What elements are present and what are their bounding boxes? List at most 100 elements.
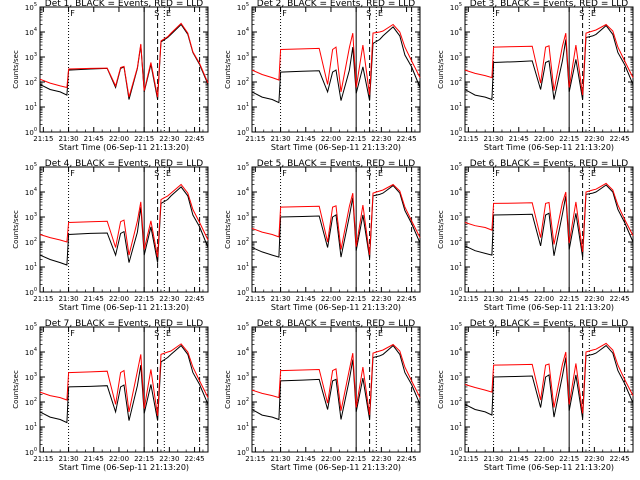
- y-tick-label: 103: [237, 372, 249, 382]
- marker-label: S: [154, 9, 159, 18]
- x-tick-label: 22:45: [184, 455, 204, 463]
- x-tick-label: 22:45: [184, 295, 204, 303]
- panel-title: Det 4, BLACK = Events, RED = LLD: [45, 159, 204, 169]
- x-tick-label: 21:45: [296, 135, 316, 143]
- y-tick-label: 103: [450, 212, 462, 222]
- panel-det-5: Det 5, BLACK = Events, RED = LLD 100 101 10…: [224, 159, 421, 312]
- y-tick-label: 100: [237, 447, 249, 457]
- x-tick-label: 21:45: [296, 295, 316, 303]
- y-tick-label: 103: [25, 212, 37, 222]
- y-tick-label: 104: [237, 27, 249, 37]
- x-tick-label: 22:00: [321, 295, 341, 303]
- y-tick-label: 105: [450, 2, 462, 12]
- series-line-lld: [464, 342, 634, 414]
- y-tick-label: 101: [25, 422, 37, 432]
- series-line-lld: [39, 343, 209, 416]
- y-tick-label: 102: [25, 77, 37, 87]
- marker-label: E: [378, 9, 383, 18]
- x-tick-label: 22:30: [159, 295, 179, 303]
- marker-label: F: [282, 169, 287, 178]
- marker-label: S: [366, 329, 371, 338]
- x-tick-label: 22:45: [396, 455, 416, 463]
- marker-label: E: [166, 169, 171, 178]
- x-tick-label: 21:15: [245, 455, 265, 463]
- series-line-events: [251, 344, 421, 421]
- y-tick-label: 101: [450, 102, 462, 112]
- x-axis-title: Start Time (06-Sep-11 21:13:20): [484, 143, 614, 152]
- y-tick-label: 103: [237, 212, 249, 222]
- x-tick-label: 22:00: [109, 135, 129, 143]
- y-tick-label: 103: [450, 372, 462, 382]
- x-tick-label: 22:15: [346, 295, 366, 303]
- x-tick-label: 21:15: [33, 295, 53, 303]
- y-tick-label: 105: [25, 2, 37, 12]
- plot-frame: [39, 6, 209, 133]
- y-axis-title: Counts/sec: [12, 50, 20, 89]
- y-tick-label: 103: [25, 372, 37, 382]
- series-line-events: [464, 24, 634, 101]
- marker-label: F: [70, 329, 75, 338]
- y-axis-title: Counts/sec: [224, 370, 232, 409]
- y-tick-label: 100: [25, 287, 37, 297]
- x-tick-label: 22:30: [584, 455, 604, 463]
- panel-title: Det 8, BLACK = Events, RED = LLD: [257, 319, 416, 329]
- y-tick-label: 103: [237, 52, 249, 62]
- x-axis-title: Start Time (06-Sep-11 21:13:20): [271, 463, 401, 472]
- y-tick-label: 104: [237, 347, 249, 357]
- y-tick-label: 101: [237, 102, 249, 112]
- x-tick-label: 22:15: [559, 295, 579, 303]
- x-tick-label: 22:30: [371, 455, 391, 463]
- y-axis-title: Counts/sec: [224, 50, 232, 89]
- x-tick-label: 22:30: [371, 295, 391, 303]
- x-tick-label: 22:45: [396, 135, 416, 143]
- y-tick-label: 105: [25, 162, 37, 172]
- y-tick-label: 102: [25, 397, 37, 407]
- x-tick-label: 22:15: [134, 295, 154, 303]
- x-tick-label: 21:15: [33, 455, 53, 463]
- marker-label: S: [579, 329, 584, 338]
- x-tick-label: 21:15: [245, 295, 265, 303]
- y-axis-title: Counts/sec: [224, 210, 232, 249]
- panel-det-8: Det 8, BLACK = Events, RED = LLD 100 101 10…: [224, 319, 421, 472]
- panel-title: Det 5, BLACK = Events, RED = LLD: [257, 159, 416, 169]
- series-line-events: [39, 344, 209, 424]
- panel-title: Det 7, BLACK = Events, RED = LLD: [45, 319, 204, 329]
- y-tick-label: 101: [25, 102, 37, 112]
- x-tick-label: 22:30: [371, 135, 391, 143]
- x-tick-label: 21:30: [483, 135, 503, 143]
- y-tick-label: 104: [450, 187, 462, 197]
- y-tick-label: 105: [237, 162, 249, 172]
- marker-label: F: [495, 329, 500, 338]
- marker-label: S: [154, 329, 159, 338]
- y-tick-label: 105: [25, 322, 37, 332]
- x-axis-title: Start Time (06-Sep-11 21:13:20): [59, 143, 189, 152]
- marker-label: F: [282, 9, 287, 18]
- plot-frame: [251, 166, 421, 293]
- x-tick-label: 21:30: [483, 295, 503, 303]
- y-tick-label: 104: [25, 347, 37, 357]
- y-tick-label: 104: [450, 347, 462, 357]
- panel-title: Det 6, BLACK = Events, RED = LLD: [470, 159, 629, 169]
- x-tick-label: 21:30: [58, 295, 78, 303]
- marker-label: E: [591, 329, 596, 338]
- panel-det-9: Det 9, BLACK = Events, RED = LLD 100 101 10…: [437, 319, 634, 472]
- panel-det-2: Det 2, BLACK = Events, RED = LLD 100 101 10…: [224, 0, 421, 152]
- x-tick-label: 22:00: [321, 455, 341, 463]
- x-tick-label: 22:15: [134, 135, 154, 143]
- x-tick-label: 22:15: [134, 455, 154, 463]
- x-tick-label: 21:45: [84, 135, 104, 143]
- x-tick-label: 22:00: [109, 295, 129, 303]
- y-tick-label: 101: [237, 262, 249, 272]
- series-line-lld: [464, 182, 634, 252]
- x-tick-label: 22:45: [609, 455, 629, 463]
- series-line-lld: [39, 183, 209, 258]
- x-tick-label: 21:45: [509, 295, 529, 303]
- series-line-lld: [464, 23, 634, 96]
- x-tick-label: 21:15: [33, 135, 53, 143]
- y-tick-label: 105: [237, 322, 249, 332]
- marker-label: S: [366, 9, 371, 18]
- x-tick-label: 21:15: [245, 135, 265, 143]
- y-tick-label: 104: [25, 187, 37, 197]
- y-axis-title: Counts/sec: [12, 210, 20, 249]
- y-tick-label: 104: [25, 27, 37, 37]
